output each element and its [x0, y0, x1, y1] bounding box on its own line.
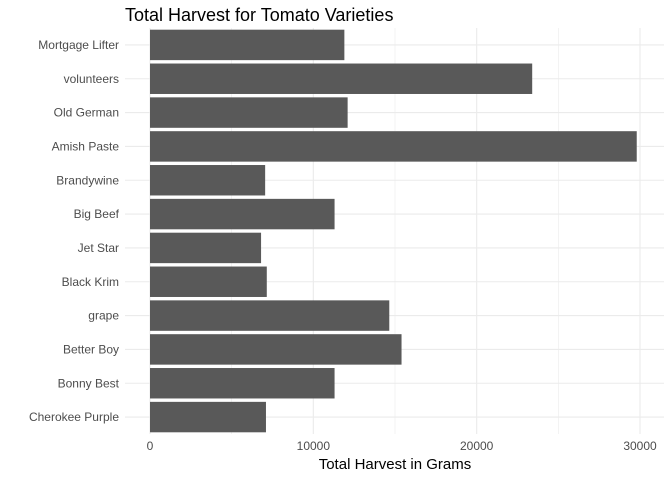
y-tick-label: Black Krim [62, 275, 119, 289]
bars [150, 29, 637, 433]
y-tick-label: Big Beef [74, 207, 120, 221]
x-tick-label: 30000 [623, 439, 657, 453]
y-tick-label: Old German [54, 106, 119, 120]
y-tick-label: Jet Star [78, 241, 119, 255]
y-tick-labels: Mortgage Lifter volunteers Old German Amish… [29, 38, 120, 424]
y-tick-label: Cherokee Purple [29, 410, 119, 424]
y-tick-label: Bonny Best [58, 376, 120, 390]
x-axis-title: Total Harvest in Grams [318, 456, 472, 473]
chart-title: Total Harvest for Tomato Varieties [125, 5, 394, 25]
bar [150, 198, 335, 230]
bar [150, 29, 345, 61]
bar [150, 368, 335, 399]
y-tick-label: Brandywine [56, 173, 119, 187]
y-tick-label: Better Boy [63, 342, 119, 356]
bar [150, 63, 533, 94]
bar [150, 232, 262, 264]
bar [150, 165, 266, 196]
bar [150, 401, 266, 433]
x-tick-label: 0 [147, 439, 154, 453]
y-tick-label: Amish Paste [52, 139, 120, 153]
bar [150, 300, 390, 331]
x-tick-labels: 0 10000 20000 30000 [147, 439, 657, 453]
y-tick-label: volunteers [64, 72, 119, 86]
y-tick-label: Mortgage Lifter [38, 38, 119, 52]
x-tick-label: 10000 [297, 439, 331, 453]
x-tick-label: 20000 [460, 439, 494, 453]
bar [150, 97, 348, 128]
bar [150, 131, 637, 162]
bar [150, 334, 402, 365]
bar [150, 266, 267, 297]
y-tick-label: grape [88, 309, 119, 323]
